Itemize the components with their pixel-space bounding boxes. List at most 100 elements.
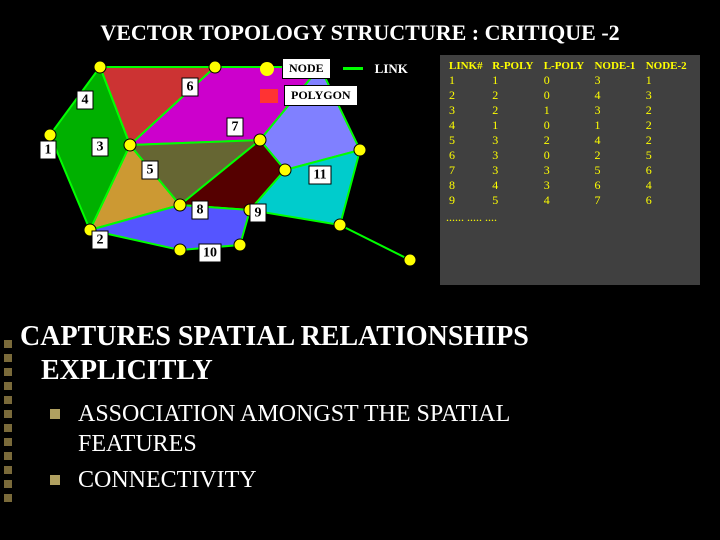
legend: NODE LINK POLYGON [260, 58, 430, 138]
table-cell: 0 [541, 88, 592, 103]
bullet1-line1: ASSOCIATION AMONGST THE SPATIAL [78, 401, 510, 427]
table-row: 41012 [446, 118, 694, 133]
table-cell: 4 [541, 193, 592, 208]
table-cell: 3 [489, 148, 540, 163]
link-label: 8 [197, 203, 204, 218]
table-cell: 0 [541, 118, 592, 133]
table-header: L-POLY [541, 59, 592, 73]
table-row: 11031 [446, 73, 694, 88]
table-cell: 2 [446, 88, 489, 103]
node [124, 139, 136, 151]
table-header: NODE-2 [643, 59, 694, 73]
table-cell: 1 [541, 103, 592, 118]
link-label: 3 [97, 140, 104, 155]
body-heading: CAPTURES SPATIAL RELATIONSHIPS EXPLICITL… [20, 320, 700, 387]
table-cell: 1 [591, 118, 642, 133]
bullet-1: ASSOCIATION AMONGST THE SPATIAL FEATURES [50, 399, 700, 459]
table-row: 63025 [446, 148, 694, 163]
node [334, 219, 346, 231]
table-cell: 3 [541, 178, 592, 193]
table-row: 84364 [446, 178, 694, 193]
legend-link-label: LINK [375, 61, 408, 77]
table-cell: 3 [643, 88, 694, 103]
table-cell: 5 [591, 163, 642, 178]
table-cell: 4 [489, 178, 540, 193]
heading-line1: CAPTURES SPATIAL RELATIONSHIPS [20, 321, 529, 352]
table-row: 32132 [446, 103, 694, 118]
node [44, 129, 56, 141]
legend-node-label: NODE [282, 58, 331, 79]
table-cell: 2 [643, 118, 694, 133]
table-header: R-POLY [489, 59, 540, 73]
decorative-squares [4, 340, 14, 508]
link-label: 1 [45, 143, 52, 158]
node [404, 254, 416, 266]
table-cell: 2 [541, 133, 592, 148]
table-cell: 2 [643, 103, 694, 118]
bullet-2: CONNECTIVITY [50, 465, 700, 495]
link-label: 11 [313, 168, 326, 183]
link-label: 7 [232, 120, 239, 135]
table-cell: 6 [643, 193, 694, 208]
node [354, 144, 366, 156]
table-cell: 0 [541, 73, 592, 88]
table-cell: 4 [591, 88, 642, 103]
table-cell: 9 [446, 193, 489, 208]
table-cell: 7 [591, 193, 642, 208]
node [234, 239, 246, 251]
table-ellipsis: ...... ..... .... [446, 208, 694, 225]
bullet-list: ASSOCIATION AMONGST THE SPATIAL FEATURES… [20, 399, 700, 495]
table-cell: 1 [489, 73, 540, 88]
table-cell: 0 [541, 148, 592, 163]
table-cell: 3 [489, 163, 540, 178]
polygon-icon [260, 89, 278, 103]
table-cell: 5 [446, 133, 489, 148]
table-cell: 2 [489, 88, 540, 103]
table-cell: 2 [591, 148, 642, 163]
link-label: 5 [147, 163, 154, 178]
heading-line2: EXPLICITLY [41, 355, 213, 386]
table-cell: 6 [643, 163, 694, 178]
table-cell: 3 [591, 103, 642, 118]
table-cell: 8 [446, 178, 489, 193]
table-cell: 1 [643, 73, 694, 88]
table-cell: 3 [541, 163, 592, 178]
link-table: LINK#R-POLYL-POLYNODE-1NODE-2 1103122043… [440, 55, 700, 285]
slide-title: VECTOR TOPOLOGY STRUCTURE : CRITIQUE -2 [0, 20, 720, 46]
legend-node-row: NODE LINK [260, 58, 430, 79]
node [174, 244, 186, 256]
slide: VECTOR TOPOLOGY STRUCTURE : CRITIQUE -2 … [0, 0, 720, 540]
table-cell: 5 [643, 148, 694, 163]
table-header: NODE-1 [591, 59, 642, 73]
table-row: 22043 [446, 88, 694, 103]
node [209, 61, 221, 73]
table-cell: 4 [643, 178, 694, 193]
table-cell: 3 [489, 133, 540, 148]
node [174, 199, 186, 211]
table-row: 95476 [446, 193, 694, 208]
table-cell: 4 [591, 133, 642, 148]
link-icon [343, 67, 363, 70]
link-label: 10 [203, 246, 217, 261]
table-cell: 7 [446, 163, 489, 178]
edge-layer [340, 225, 410, 260]
legend-polygon-label: POLYGON [284, 85, 358, 106]
table-row: 53242 [446, 133, 694, 148]
table-header-row: LINK#R-POLYL-POLYNODE-1NODE-2 [446, 59, 694, 73]
table-cell: 2 [489, 103, 540, 118]
table-cell: 6 [591, 178, 642, 193]
link-label: 9 [255, 206, 262, 221]
table-cell: 3 [591, 73, 642, 88]
table-body: 1103122043321324101253242630257335684364… [446, 73, 694, 208]
bullet1-line2: FEATURES [78, 431, 197, 457]
node [279, 164, 291, 176]
node-icon [260, 62, 274, 76]
table-header: LINK# [446, 59, 489, 73]
topology-table: LINK#R-POLYL-POLYNODE-1NODE-2 1103122043… [446, 59, 694, 208]
table-cell: 3 [446, 103, 489, 118]
node [94, 61, 106, 73]
table-row: 73356 [446, 163, 694, 178]
table-cell: 2 [643, 133, 694, 148]
table-cell: 1 [446, 73, 489, 88]
table-cell: 5 [489, 193, 540, 208]
